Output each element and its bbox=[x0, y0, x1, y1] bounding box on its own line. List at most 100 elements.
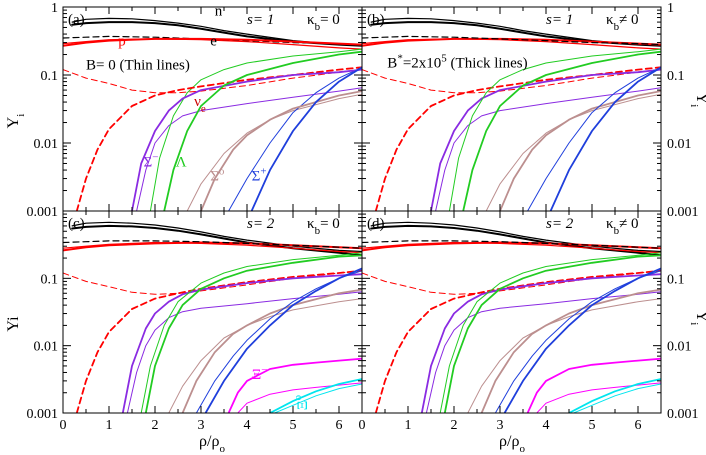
annotation: B= 0 (Thin lines) bbox=[86, 58, 190, 74]
panels: 1 0.1 0.01 0.001 (a) s= 1 κb= 0 n p e B= 0 (Thin l… bbox=[27, 1, 699, 433]
series-line-e bbox=[362, 35, 661, 46]
annotation: Σ− bbox=[144, 152, 159, 171]
series-line--thick- bbox=[443, 254, 661, 413]
annotation: B*=2x105 (Thick lines) bbox=[387, 52, 527, 71]
series-line--thick- bbox=[549, 66, 661, 211]
series-line--e bbox=[362, 270, 661, 295]
series-line-- bbox=[425, 291, 661, 413]
series-line-e bbox=[362, 240, 661, 249]
series-line--e bbox=[362, 69, 661, 94]
panel-kappa: κb≠ 0 bbox=[606, 12, 639, 33]
series-group bbox=[63, 221, 362, 413]
series-group bbox=[362, 221, 661, 413]
right-y-axis-label-top: Yi bbox=[688, 93, 706, 108]
y-tick-label: 0.001 bbox=[667, 407, 699, 422]
series-line--thick- bbox=[227, 357, 362, 413]
series-line-- bbox=[448, 48, 661, 211]
x-tick-label: 6 bbox=[635, 418, 642, 433]
y-axis-label-top: Yi bbox=[5, 114, 27, 129]
panel-label: (a) bbox=[68, 12, 85, 28]
x-tick-label: 5 bbox=[589, 418, 596, 433]
x-tick-label: 4 bbox=[244, 418, 251, 433]
series-line--0 bbox=[485, 93, 661, 211]
series-line-p-thick- bbox=[362, 37, 661, 47]
series-line--0 bbox=[274, 383, 362, 413]
series-line--b-0-alt- bbox=[163, 50, 362, 211]
annotation: νe bbox=[194, 94, 206, 115]
series-line--0 bbox=[186, 93, 362, 211]
series-group bbox=[362, 17, 661, 211]
panel-b: 1 0.1 0.01 0.001 (b) s= 1 κb≠ 0 B*=2x105 (Thick… bbox=[361, 1, 699, 220]
series-line-- bbox=[439, 252, 661, 413]
series-line-- bbox=[237, 382, 362, 413]
x-tick-label: 2 bbox=[451, 418, 458, 433]
y-tick-label: 0.001 bbox=[667, 205, 699, 220]
panel-s-value: s= 2 bbox=[546, 216, 574, 232]
panel-label: (c) bbox=[68, 216, 85, 232]
series-line--b-0-alt- bbox=[250, 66, 362, 211]
series-line--thick- bbox=[430, 68, 661, 211]
x-tick-label: 3 bbox=[198, 418, 205, 433]
series-line--e bbox=[63, 69, 362, 94]
x-tick-label: 2 bbox=[152, 418, 159, 433]
series-line-- bbox=[536, 382, 661, 413]
right-y-axis-label-bottom: Yi bbox=[688, 311, 706, 326]
y-axis-label-bottom: Yi bbox=[5, 316, 22, 332]
y-tick-label: 1 bbox=[51, 1, 58, 16]
x-tick-label: 1 bbox=[106, 418, 113, 433]
annotation: n bbox=[215, 3, 223, 19]
series-line-- bbox=[140, 252, 362, 413]
series-line--e-thick- bbox=[75, 269, 362, 413]
y-tick-label: 0.01 bbox=[667, 137, 692, 152]
panel-a: 1 0.1 0.01 0.001 (a) s= 1 κb= 0 n p e B= 0 (Thin l… bbox=[27, 1, 363, 220]
panel-label: (b) bbox=[367, 12, 385, 28]
x-tick-label: 3 bbox=[497, 418, 504, 433]
annotation: Ξo bbox=[292, 395, 311, 411]
x-axis-label-right: ρ/ρo bbox=[499, 433, 525, 455]
series-line--0-thick- bbox=[269, 378, 362, 413]
panel-kappa: κb= 0 bbox=[307, 216, 340, 237]
series-line--e bbox=[63, 270, 362, 295]
y-tick-label: 0.01 bbox=[34, 340, 59, 355]
panel-s-value: s= 1 bbox=[546, 12, 573, 28]
y-tick-label: 0.001 bbox=[27, 205, 59, 220]
series-line--thick- bbox=[526, 357, 661, 413]
y-tick-label: 0.1 bbox=[41, 69, 59, 84]
series-line--0-thick- bbox=[480, 288, 661, 413]
series-line-n bbox=[71, 221, 362, 253]
series-line-e bbox=[63, 240, 362, 249]
series-line--b-0-alt- bbox=[131, 68, 362, 211]
x-axis-label-left: ρ/ρo bbox=[199, 433, 225, 455]
panel-kappa: κb≠ 0 bbox=[606, 216, 639, 237]
annotation: Σo bbox=[210, 166, 225, 185]
series-line-n bbox=[370, 221, 661, 253]
series-line--thick- bbox=[204, 267, 362, 413]
series-line--thick- bbox=[121, 273, 362, 413]
x-tick-label: 5 bbox=[290, 418, 297, 433]
y-tick-label: 1 bbox=[667, 1, 674, 16]
series-line--0-thick- bbox=[499, 90, 661, 211]
series-line--0-b-0-alt- bbox=[200, 90, 362, 211]
y-tick-label: 0.01 bbox=[667, 340, 692, 355]
y-tick-label: 0.1 bbox=[41, 272, 59, 287]
annotation: Λ bbox=[176, 155, 187, 171]
series-line-p-b-0-alt- bbox=[63, 37, 362, 47]
y-tick-label: 0.1 bbox=[667, 69, 685, 84]
annotation: e bbox=[210, 34, 217, 50]
series-line--0-thick- bbox=[181, 288, 362, 413]
annotation: Ξ− bbox=[252, 364, 268, 383]
plot-frame bbox=[361, 210, 662, 414]
annotation: Σ+ bbox=[252, 166, 267, 185]
x-tick-label: 0 bbox=[359, 418, 366, 433]
series-line-- bbox=[149, 48, 362, 211]
series-line-- bbox=[126, 291, 362, 413]
x-tick-label: 0 bbox=[60, 418, 67, 433]
panel-s-value: s= 1 bbox=[247, 12, 274, 28]
series-line--0-thick- bbox=[568, 378, 661, 413]
panel-label: (d) bbox=[367, 216, 385, 232]
series-line--thick- bbox=[503, 267, 661, 413]
y-tick-label: 0.001 bbox=[27, 407, 59, 422]
series-line-- bbox=[527, 66, 661, 211]
annotation: p bbox=[118, 34, 126, 50]
series-line-- bbox=[435, 87, 661, 211]
